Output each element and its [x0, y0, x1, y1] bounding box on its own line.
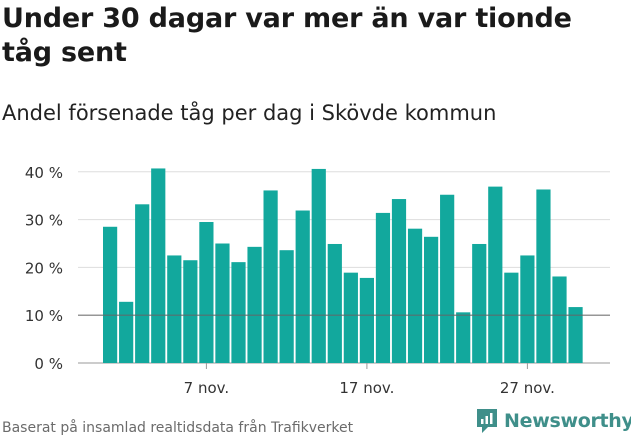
bar [488, 186, 503, 363]
bar [359, 277, 374, 363]
bar [247, 246, 262, 363]
bar [311, 168, 326, 363]
bar [472, 243, 487, 363]
bar [215, 243, 230, 363]
newsworthy-logo: Newsworthy [476, 408, 631, 434]
bar [375, 212, 391, 363]
y-tick-label: 0 % [34, 355, 63, 373]
bar [119, 301, 134, 363]
y-tick-label: 30 % [25, 212, 63, 230]
bar [407, 228, 423, 363]
chart-subtitle: Andel försenade tåg per dag i Skövde kom… [2, 101, 497, 125]
bar [504, 272, 519, 363]
x-tick-label: 7 nov. [184, 379, 229, 397]
bar [391, 199, 407, 363]
bar [520, 255, 535, 363]
x-tick-label: 27 nov. [500, 379, 555, 397]
newsworthy-logo-icon [477, 409, 497, 433]
bar [456, 312, 471, 363]
x-tick-label: 17 nov. [339, 379, 394, 397]
bar [167, 255, 182, 363]
bar [151, 168, 166, 363]
bar [552, 276, 567, 363]
chart-title: Under 30 dagar var mer än var tionde tåg… [2, 3, 572, 68]
bar [199, 221, 214, 363]
newsworthy-logo-text: Newsworthy [504, 410, 631, 432]
bar [568, 307, 583, 363]
y-tick-label: 40 % [25, 164, 63, 182]
source-note: Baserat på insamlad realtidsdata från Tr… [2, 420, 354, 436]
bars [103, 168, 583, 363]
bar [231, 262, 246, 363]
bar [440, 194, 455, 363]
y-tick-label: 10 % [25, 307, 63, 325]
bar [103, 226, 118, 363]
bar [183, 260, 198, 363]
bar [263, 190, 278, 363]
bar [424, 236, 439, 363]
tick-labels: 0 % 10 % 20 % 30 % 40 % 7 nov. 17 nov. 27 nov. [25, 164, 555, 397]
bar [327, 243, 342, 363]
bar [135, 204, 150, 363]
bar [295, 210, 310, 363]
y-tick-label: 20 % [25, 259, 63, 277]
bar [343, 272, 358, 363]
bar-chart: 0 % 10 % 20 % 30 % 40 % 7 nov. 17 nov. 27 nov. [25, 164, 610, 397]
bar [536, 189, 551, 363]
bar [279, 250, 294, 363]
